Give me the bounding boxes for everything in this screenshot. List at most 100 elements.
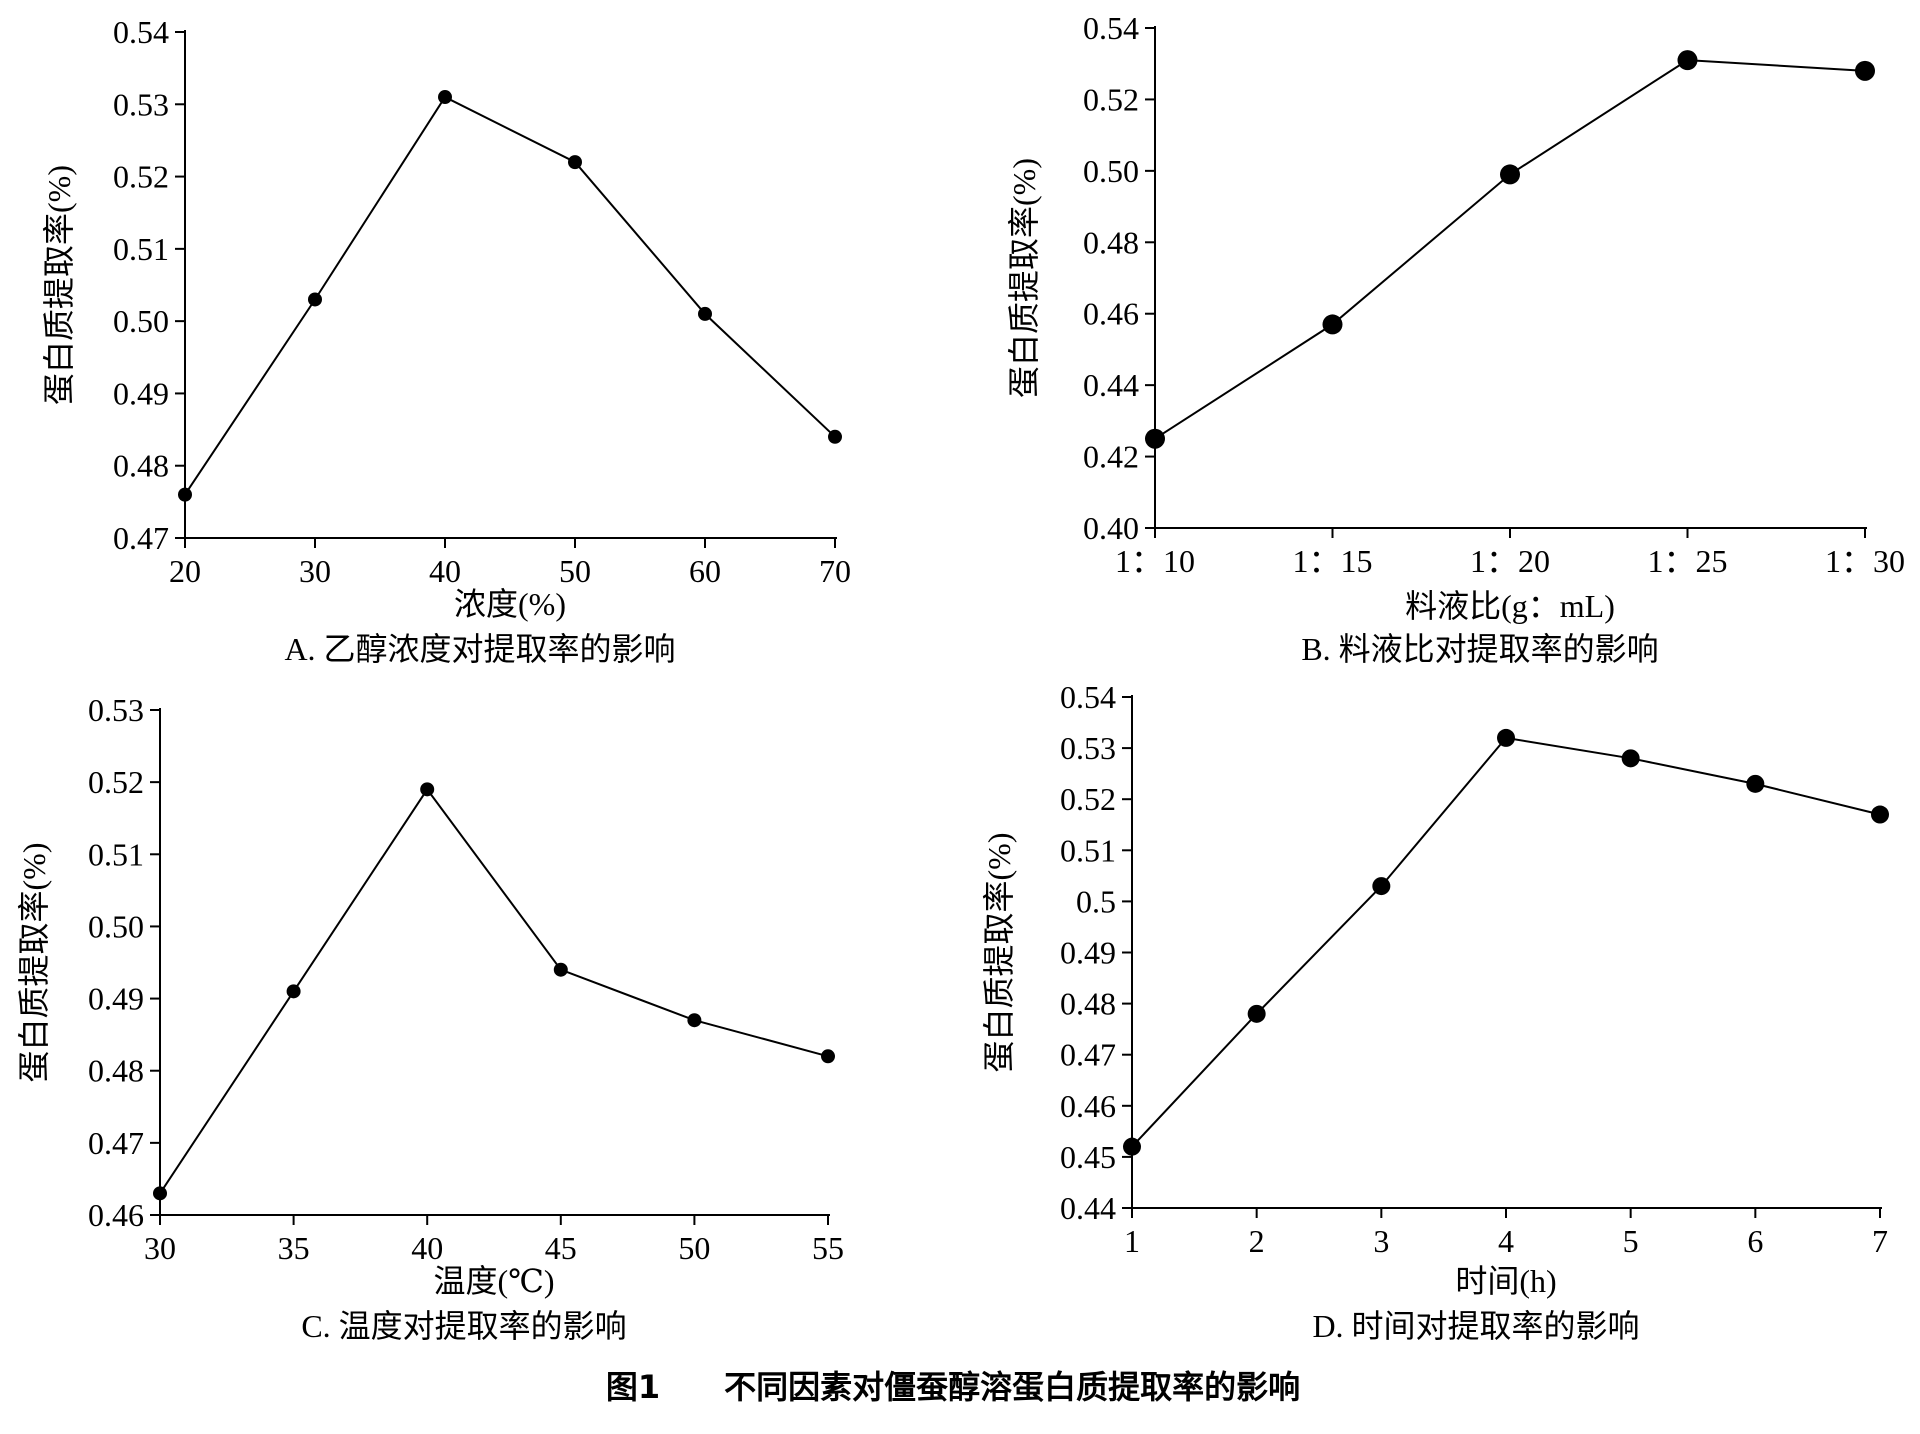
chart-c-y-tick-label: 0.49: [88, 981, 144, 1017]
chart-d-y-axis-label: 蛋白质提取率(%): [981, 833, 1017, 1073]
chart-c-y-tick-label: 0.46: [88, 1197, 144, 1233]
chart-b-y-tick-label: 0.50: [1083, 153, 1139, 189]
chart-a-y-tick-label: 0.47: [113, 520, 169, 556]
chart-c-data-point: [153, 1186, 167, 1201]
chart-c-x-tick-label: 50: [678, 1230, 710, 1266]
chart-d-data-point: [1372, 877, 1391, 896]
chart-a-caption: A. 乙醇浓度对提取率的影响: [284, 631, 675, 667]
chart-c-x-tick-label: 45: [545, 1230, 577, 1266]
chart-d-data-point: [1247, 1004, 1266, 1023]
chart-d-x-tick-label: 7: [1872, 1223, 1888, 1259]
chart-d-y-tick-label: 0.49: [1060, 935, 1116, 971]
chart-c-x-tick-label: 55: [812, 1230, 844, 1266]
chart-d-y-tick-label: 0.51: [1060, 832, 1116, 868]
chart-c-data-point: [420, 782, 435, 797]
chart-d-x-tick-label: 2: [1249, 1223, 1265, 1259]
chart-a-y-tick-label: 0.53: [113, 86, 169, 122]
chart-b-x-tick-label: 1：15: [1292, 543, 1372, 579]
chart-c-y-tick-label: 0.50: [88, 908, 144, 944]
chart-b-y-tick-label: 0.52: [1083, 81, 1139, 117]
chart-a-y-tick-label: 0.50: [113, 303, 169, 339]
chart-a-x-tick-label: 50: [559, 553, 591, 589]
chart-d-data-point: [1871, 805, 1889, 824]
chart-c-x-tick-label: 40: [411, 1230, 443, 1266]
chart-a-y-tick-label: 0.54: [113, 14, 169, 50]
chart-d-x-tick-label: 1: [1124, 1223, 1140, 1259]
chart-panel-b: 0.40 0.42 0.44 0.46 0.48 0.50 0.52 0.54 1：10 1：15…: [1006, 10, 1905, 667]
chart-b-data-point: [1322, 314, 1343, 335]
chart-b-y-tick-label: 0.54: [1083, 10, 1139, 46]
chart-b-x-tick-label: 1：20: [1470, 543, 1550, 579]
chart-b-data-point: [1500, 164, 1520, 185]
chart-d-x-tick-label: 3: [1373, 1223, 1389, 1259]
chart-a-y-axis-label: 蛋白质提取率(%): [41, 165, 77, 405]
chart-a-data-point: [438, 90, 452, 105]
chart-d-data-point: [1621, 749, 1640, 768]
chart-c-x-axis-label: 温度(℃): [433, 1263, 554, 1299]
chart-b-x-axis-label: 料液比(g：mL): [1405, 588, 1615, 624]
chart-d-series-line: [1131, 736, 1881, 1148]
chart-c-y-tick-label: 0.53: [88, 692, 144, 728]
chart-a-y-tick-label: 0.51: [113, 231, 169, 267]
chart-c-y-tick-label: 0.47: [88, 1125, 144, 1161]
chart-c-series-line: [159, 787, 829, 1194]
chart-b-x-tick-label: 1：30: [1825, 543, 1905, 579]
chart-b-y-tick-label: 0.48: [1083, 224, 1139, 260]
chart-d-x-tick-label: 4: [1498, 1223, 1514, 1259]
chart-d-data-point: [1746, 774, 1765, 793]
chart-d-x-tick-label: 6: [1747, 1223, 1763, 1259]
chart-b-data-point: [1145, 428, 1165, 449]
chart-d-x-axis-label: 时间(h): [1455, 1263, 1556, 1299]
chart-a-data-point: [568, 155, 582, 170]
chart-a-x-tick-label: 20: [169, 553, 201, 589]
chart-c-y-axis-label: 蛋白质提取率(%): [16, 843, 52, 1083]
chart-panel-a: 0.47 0.48 0.49 0.50 0.51 0.52 0.53 0.54 20 30 40 50…: [41, 14, 851, 667]
chart-a-x-axis-label: 浓度(%): [454, 586, 566, 622]
chart-d-y-tick-label: 0.54: [1060, 679, 1116, 715]
chart-a-x-tick-label: 40: [429, 553, 461, 589]
chart-c-data-point: [553, 962, 568, 977]
chart-d-y-tick-label: 0.52: [1060, 781, 1116, 817]
chart-a-data-point: [698, 306, 712, 321]
chart-b-data-point: [1677, 50, 1698, 71]
chart-c-data-point: [821, 1049, 835, 1064]
chart-panel-d: 0.44 0.45 0.46 0.47 0.48 0.49 0.5 0.51 0.52 0.53 0…: [981, 679, 1889, 1344]
chart-d-y-tick-label: 0.45: [1060, 1139, 1116, 1175]
chart-c-caption: C. 温度对提取率的影响: [301, 1308, 626, 1344]
chart-d-y-tick-label: 0.46: [1060, 1088, 1116, 1124]
chart-d-y-tick-label: 0.48: [1060, 986, 1116, 1022]
chart-b-y-tick-label: 0.44: [1083, 367, 1139, 403]
chart-c-data-point: [286, 984, 301, 999]
chart-a-data-point: [178, 487, 192, 502]
chart-a-x-tick-label: 30: [299, 553, 331, 589]
chart-d-x-tick-label: 5: [1623, 1223, 1639, 1259]
chart-d-y-tick-label: 0.5: [1076, 883, 1116, 919]
chart-b-y-axis-label: 蛋白质提取率(%): [1006, 158, 1042, 398]
figure-caption: 图1 不同因素对僵蚕醇溶蛋白质提取率的影响: [606, 1368, 1300, 1406]
chart-c-x-tick-label: 30: [144, 1230, 176, 1266]
chart-c-y-tick-label: 0.48: [88, 1053, 144, 1089]
chart-a-y-tick-label: 0.49: [113, 375, 169, 411]
chart-a-x-tick-label: 70: [819, 553, 851, 589]
chart-a-y-tick-label: 0.52: [113, 159, 169, 195]
chart-c-y-tick-label: 0.51: [88, 836, 144, 872]
chart-b-x-tick-label: 1：25: [1647, 543, 1727, 579]
chart-d-y-tick-label: 0.53: [1060, 730, 1116, 766]
chart-c-data-point: [687, 1013, 702, 1028]
chart-b-series-line: [1154, 59, 1866, 440]
chart-b-caption: B. 料液比对提取率的影响: [1301, 631, 1658, 667]
chart-b-y-tick-label: 0.46: [1083, 296, 1139, 332]
chart-a-x-tick-label: 60: [689, 553, 721, 589]
chart-b-y-tick-label: 0.40: [1083, 510, 1139, 546]
chart-c-x-tick-label: 35: [278, 1230, 310, 1266]
chart-panel-c: 0.46 0.47 0.48 0.49 0.50 0.51 0.52 0.53 30 35 40 45…: [16, 692, 844, 1344]
chart-b-x-tick-label: 1：10: [1115, 543, 1195, 579]
chart-d-y-tick-label: 0.44: [1060, 1190, 1116, 1226]
chart-a-y-tick-label: 0.48: [113, 448, 169, 484]
chart-a-series-line: [184, 95, 836, 496]
chart-d-data-point: [1497, 728, 1515, 747]
chart-d-caption: D. 时间对提取率的影响: [1312, 1308, 1639, 1344]
chart-a-data-point: [828, 429, 842, 444]
chart-b-y-tick-label: 0.42: [1083, 439, 1139, 475]
